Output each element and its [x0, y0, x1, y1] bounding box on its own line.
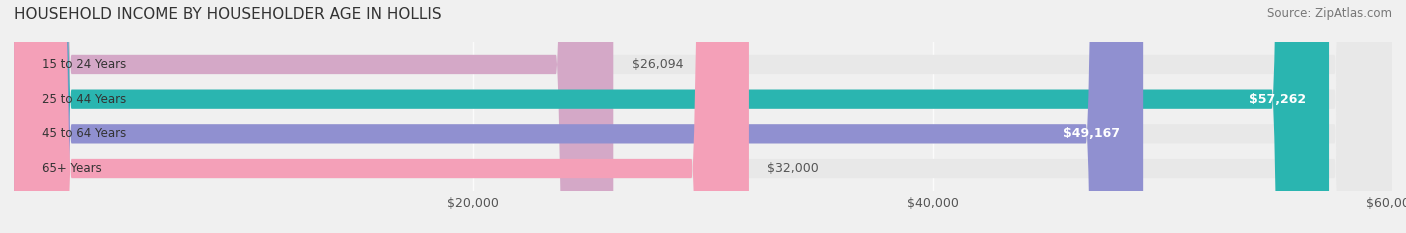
FancyBboxPatch shape: [14, 0, 1329, 233]
FancyBboxPatch shape: [14, 0, 1392, 233]
FancyBboxPatch shape: [14, 0, 1392, 233]
Text: 65+ Years: 65+ Years: [42, 162, 101, 175]
FancyBboxPatch shape: [14, 0, 613, 233]
FancyBboxPatch shape: [14, 0, 749, 233]
Text: 25 to 44 Years: 25 to 44 Years: [42, 93, 127, 106]
Text: HOUSEHOLD INCOME BY HOUSEHOLDER AGE IN HOLLIS: HOUSEHOLD INCOME BY HOUSEHOLDER AGE IN H…: [14, 7, 441, 22]
Text: $57,262: $57,262: [1249, 93, 1306, 106]
Text: $26,094: $26,094: [631, 58, 683, 71]
FancyBboxPatch shape: [14, 0, 1392, 233]
Text: Source: ZipAtlas.com: Source: ZipAtlas.com: [1267, 7, 1392, 20]
Text: $32,000: $32,000: [768, 162, 820, 175]
FancyBboxPatch shape: [14, 0, 1392, 233]
FancyBboxPatch shape: [14, 0, 1143, 233]
Text: 15 to 24 Years: 15 to 24 Years: [42, 58, 127, 71]
Text: $49,167: $49,167: [1063, 127, 1121, 140]
Text: 45 to 64 Years: 45 to 64 Years: [42, 127, 127, 140]
